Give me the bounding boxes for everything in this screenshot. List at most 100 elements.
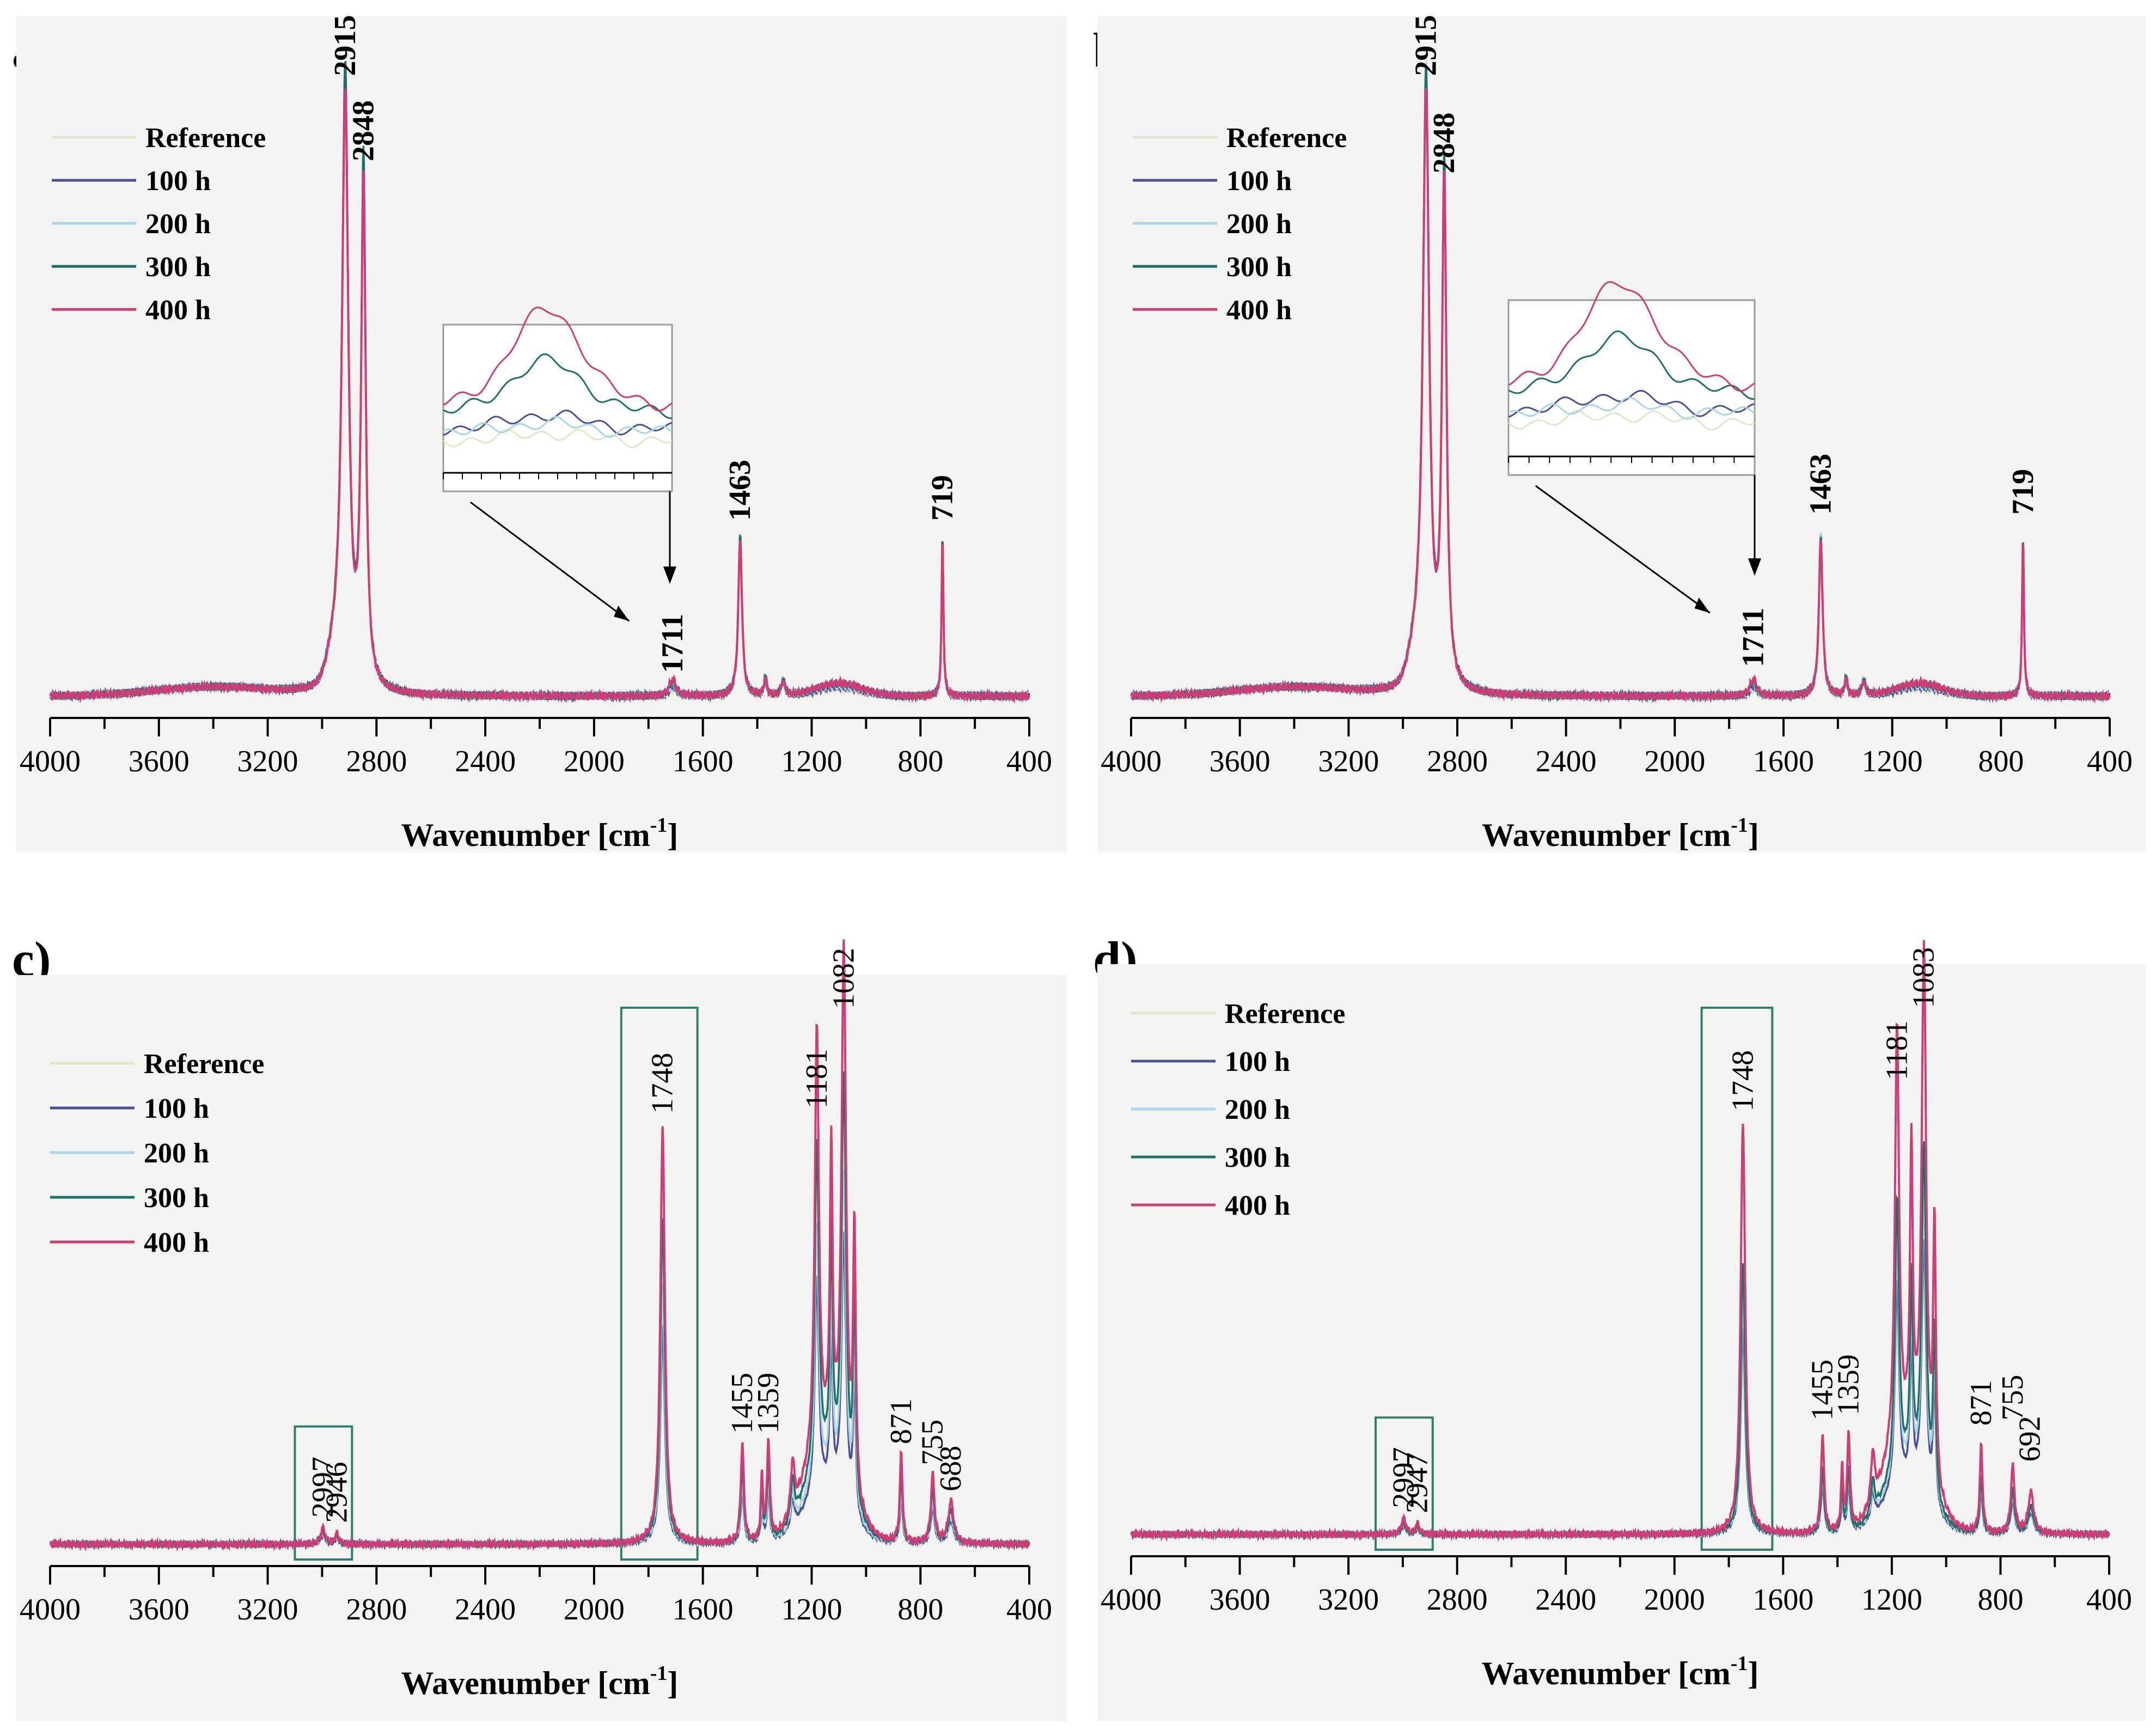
inset-series-2 <box>1508 397 1756 420</box>
x-tick-label: 2800 <box>1427 745 1488 778</box>
legend-label: Reference <box>1226 123 1347 154</box>
legend-label: 200 h <box>145 209 211 240</box>
series-line-4 <box>49 939 1030 1552</box>
peak-label: 755 <box>1996 1375 2030 1421</box>
legend-label: 100 h <box>144 1093 209 1124</box>
inset-series-2 <box>443 416 673 438</box>
legend-label: 200 h <box>144 1138 209 1169</box>
inset-frame <box>1507 299 1756 476</box>
peak-label: 2947 <box>1400 1452 1434 1513</box>
x-tick-label: 4000 <box>1101 1583 1162 1617</box>
legend-label: 100 h <box>1225 1046 1290 1077</box>
chart-c: 4000 3600 3200 2800 2400 2000 1600 1200 800 400 Wa… <box>16 939 1067 1721</box>
panel-d: d) 4000 3600 3200 2800 2400 2000 1600 1200 800 40… <box>1081 872 2156 1736</box>
x-tick-label: 2400 <box>455 745 516 778</box>
peak-label: 719 <box>926 475 960 521</box>
x-tick-label: 2000 <box>564 1593 625 1627</box>
chart-d: 4000 3600 3200 2800 2400 2000 1600 1200 800 400 Wa… <box>1097 940 2145 1721</box>
x-tick-label: 400 <box>1006 745 1052 778</box>
x-tick-label: 800 <box>1977 1583 2023 1617</box>
x-tick-label: 2000 <box>564 745 625 778</box>
inset-series-4 <box>1508 281 1755 392</box>
x-axis-label: Wavenumber [cm-1] <box>1482 814 1759 853</box>
peak-label: 1181 <box>800 1049 834 1108</box>
peak-label: 688 <box>934 1446 968 1491</box>
inset-series-1 <box>1508 389 1755 418</box>
x-tick-label: 3200 <box>237 1593 298 1627</box>
x-tick-label: 3200 <box>1318 1583 1379 1617</box>
peak-label: 1083 <box>1907 947 1940 1008</box>
peak-label: 2915 <box>1409 15 1443 76</box>
chart-a: 4000 3600 3200 2800 2400 2000 1600 1200 800 400 Wa… <box>16 15 1067 853</box>
peak-label: 1711 <box>1737 608 1770 667</box>
x-tick-label: 3600 <box>129 1593 190 1627</box>
arrow-head <box>1694 598 1710 613</box>
chart-b: 4000 3600 3200 2800 2400 2000 1600 1200 800 400 Wa… <box>1097 15 2145 853</box>
x-tick-label: 1200 <box>781 1593 842 1627</box>
legend-label: 300 h <box>1226 252 1292 283</box>
legend-label: Reference <box>144 1049 264 1080</box>
peak-label: 1463 <box>1804 454 1837 515</box>
inset-frame <box>442 324 673 492</box>
x-tick-label: 2800 <box>346 745 407 778</box>
panel-c: c) 4000 3600 3200 2800 2400 2000 1600 1200 800 40… <box>0 872 1078 1736</box>
series-line-4 <box>1130 940 2110 1542</box>
inset-series-0 <box>1507 410 1755 431</box>
legend-label: 400 h <box>144 1227 209 1258</box>
peak-label: 1748 <box>646 1053 680 1114</box>
x-tick-label: 400 <box>2087 745 2133 778</box>
peak-label: 2915 <box>328 15 362 76</box>
legend-label: 100 h <box>145 166 211 197</box>
legend-label: 400 h <box>1225 1190 1290 1221</box>
peak-label: 1748 <box>1726 1050 1760 1111</box>
x-tick-label: 3200 <box>1318 745 1379 778</box>
x-axis-label: Wavenumber [cm-1] <box>401 1662 679 1701</box>
highlight-box <box>1375 1416 1434 1551</box>
x-tick-label: 2800 <box>346 1593 407 1627</box>
arrow-head <box>663 567 676 584</box>
inset-series-0 <box>442 428 673 448</box>
arrow-head <box>614 606 630 621</box>
x-tick-label: 1200 <box>1861 1583 1922 1617</box>
x-tick-label: 400 <box>2086 1583 2132 1617</box>
series-line-4 <box>49 88 1030 704</box>
peak-label: 1711 <box>656 614 689 673</box>
x-tick-label: 800 <box>897 745 943 778</box>
x-tick-label: 400 <box>1006 1593 1052 1627</box>
plot-background <box>16 975 1067 1721</box>
x-tick-label: 1600 <box>673 745 734 778</box>
x-axis-label: Wavenumber [cm-1] <box>1482 1652 1759 1691</box>
plot-background <box>1097 964 2145 1721</box>
x-tick-label: 2800 <box>1427 1583 1488 1617</box>
inset-connector <box>1535 485 1711 614</box>
peak-label: 1082 <box>827 948 860 1009</box>
x-tick-label: 3600 <box>1210 1583 1271 1617</box>
legend-label: 300 h <box>145 252 211 283</box>
series-line-4 <box>1130 88 2111 704</box>
x-tick-label: 1200 <box>781 745 842 778</box>
x-tick-label: 1600 <box>673 1593 734 1627</box>
peak-label: 2848 <box>1427 112 1461 173</box>
x-tick-label: 3200 <box>237 745 298 778</box>
x-tick-label: 4000 <box>20 1593 81 1627</box>
inset-series-3 <box>443 353 673 419</box>
inset-series-4 <box>443 306 673 412</box>
x-tick-label: 2400 <box>455 1593 516 1627</box>
peak-label: 1455 <box>725 1373 759 1434</box>
x-tick-label: 3600 <box>1210 745 1271 778</box>
legend-label: 100 h <box>1226 166 1292 197</box>
x-tick-label: 2000 <box>1644 745 1705 778</box>
peak-label: 871 <box>884 1398 918 1444</box>
legend-label: 200 h <box>1226 209 1292 240</box>
inset-series-3 <box>1508 330 1755 400</box>
x-tick-label: 2000 <box>1644 1583 1705 1617</box>
x-tick-label: 2400 <box>1536 745 1597 778</box>
x-tick-label: 3600 <box>129 745 190 778</box>
peak-label: 1359 <box>752 1373 785 1434</box>
x-tick-label: 800 <box>897 1593 943 1627</box>
peak-label: 719 <box>2006 469 2040 515</box>
highlight-box <box>620 1007 699 1561</box>
legend-label: 400 h <box>145 295 211 326</box>
arrow-head <box>1748 558 1761 576</box>
x-tick-label: 4000 <box>1101 745 1162 778</box>
